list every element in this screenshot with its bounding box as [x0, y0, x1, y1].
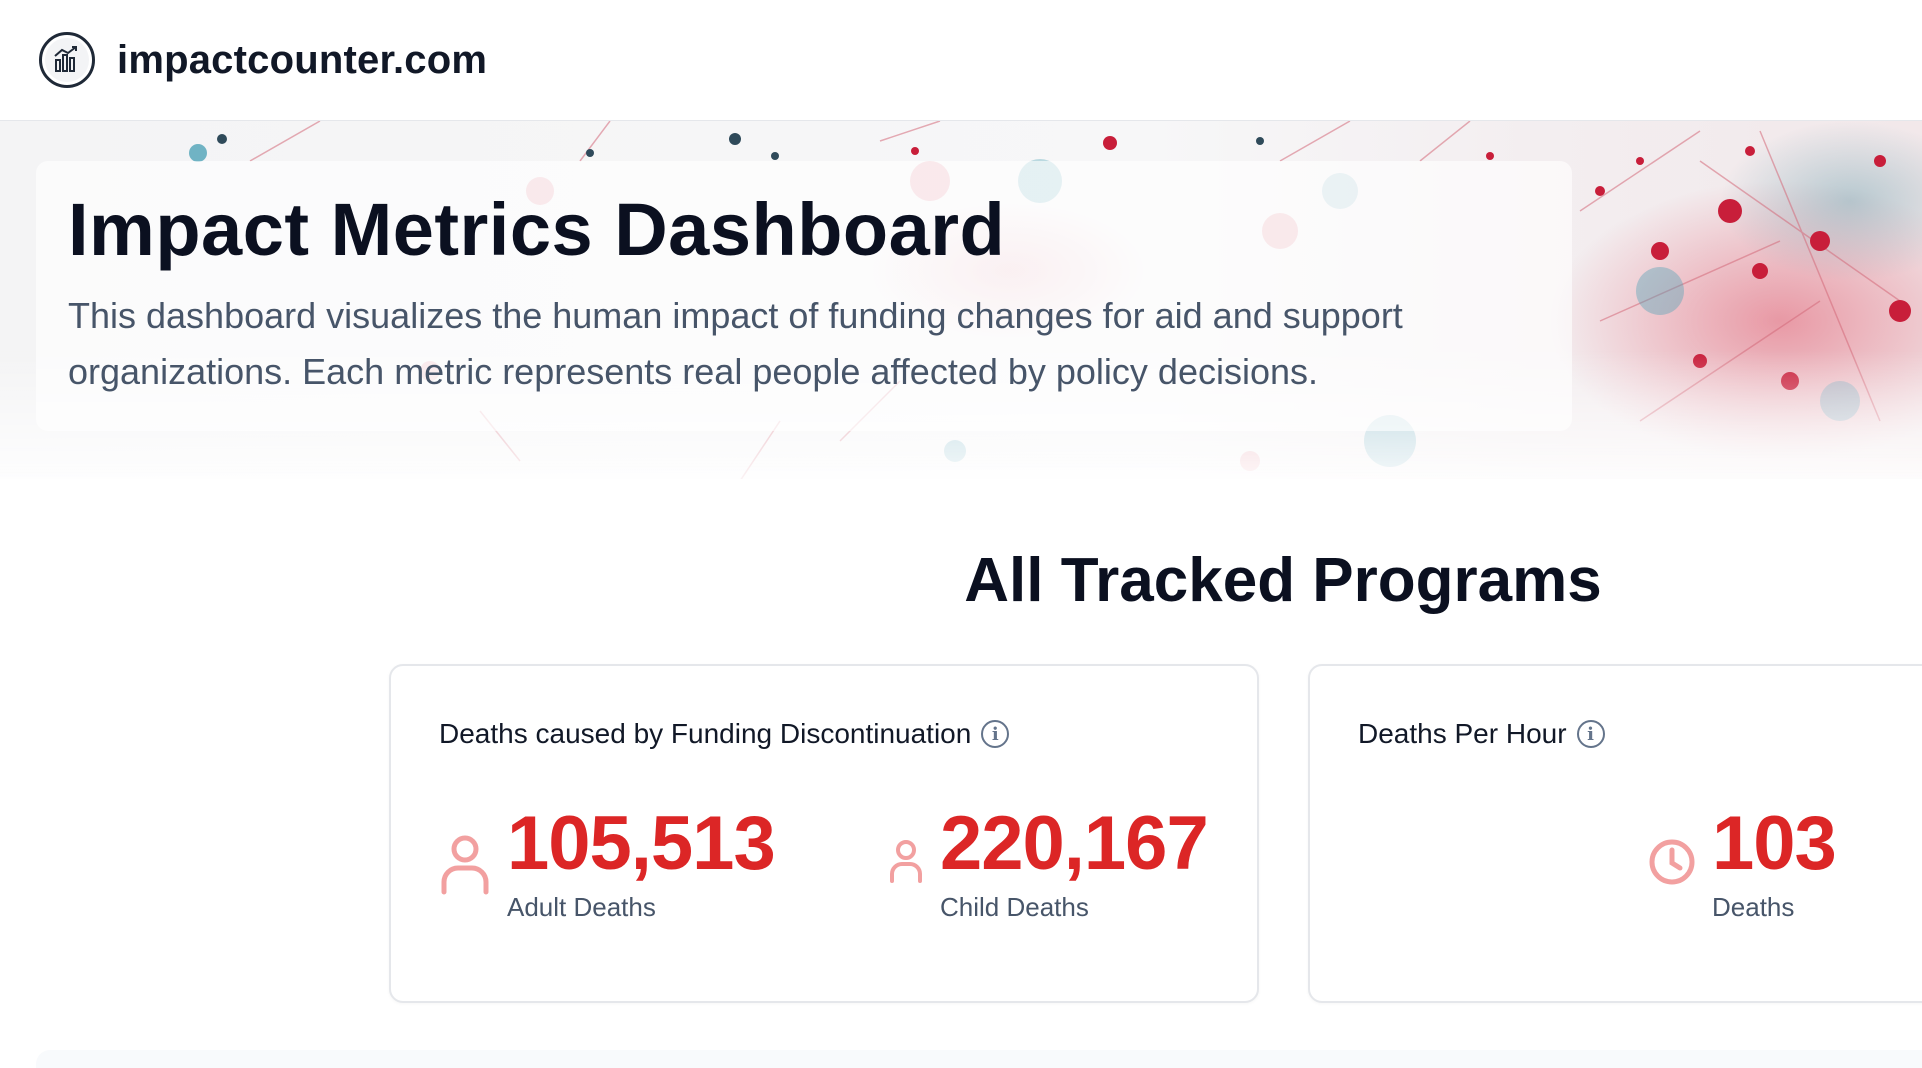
site-name-link[interactable]: impactcounter.com	[117, 37, 488, 82]
child-icon	[888, 838, 924, 889]
page-title: Impact Metrics Dashboard	[68, 188, 1006, 271]
child-deaths-metric: 220,167 Child Deaths	[888, 801, 1209, 923]
adult-deaths-label: Adult Deaths	[507, 892, 656, 922]
funding-discontinuation-card: Deaths caused by Funding Discontinuation…	[389, 664, 1259, 1003]
person-icon	[439, 832, 491, 901]
info-icon[interactable]: i	[981, 720, 1010, 748]
next-section-edge	[36, 1050, 1922, 1068]
child-deaths-value: 220,167	[940, 801, 1209, 886]
deaths-per-hour-card: Deaths Per Hour i 103 Deaths	[1308, 664, 1922, 1003]
page-description: This dashboard visualizes the human impa…	[68, 295, 1403, 393]
chart-logo-icon[interactable]	[39, 32, 95, 88]
deaths-per-hour-label: Deaths	[1712, 892, 1795, 922]
info-icon[interactable]: i	[1576, 720, 1605, 748]
deaths-per-hour-value: 103	[1712, 801, 1837, 886]
card-title: Deaths Per Hour	[1358, 718, 1567, 749]
section-title: All Tracked Programs	[964, 546, 1602, 615]
card-title: Deaths caused by Funding Discontinuation	[439, 718, 972, 749]
adult-deaths-metric: 105,513 Adult Deaths	[439, 801, 776, 923]
clock-icon	[1648, 838, 1696, 891]
child-deaths-label: Child Deaths	[940, 892, 1089, 922]
hero-banner: Impact Metrics Dashboard This dashboard …	[0, 121, 1922, 479]
card-header: Deaths Per Hour i	[1358, 718, 1605, 750]
top-bar: impactcounter.com	[0, 0, 1922, 121]
card-header: Deaths caused by Funding Discontinuation…	[439, 718, 1010, 750]
deaths-per-hour-metric: 103 Deaths	[1648, 801, 1837, 923]
adult-deaths-value: 105,513	[507, 801, 776, 886]
hero-text-panel: Impact Metrics Dashboard This dashboard …	[36, 161, 1572, 431]
